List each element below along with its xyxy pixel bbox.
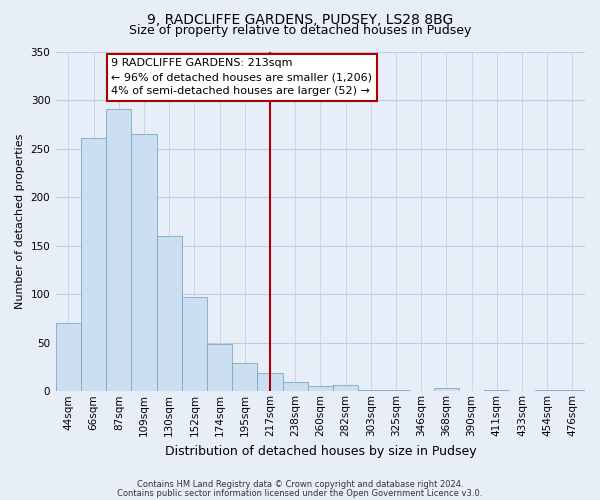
Bar xyxy=(333,386,358,392)
Bar xyxy=(484,390,509,392)
Bar xyxy=(56,324,81,392)
Bar xyxy=(560,390,585,392)
Bar xyxy=(131,134,157,392)
Bar xyxy=(106,109,131,392)
Text: Contains public sector information licensed under the Open Government Licence v3: Contains public sector information licen… xyxy=(118,488,482,498)
Bar xyxy=(358,390,383,392)
Text: Contains HM Land Registry data © Crown copyright and database right 2024.: Contains HM Land Registry data © Crown c… xyxy=(137,480,463,489)
Y-axis label: Number of detached properties: Number of detached properties xyxy=(15,134,25,309)
Bar xyxy=(257,373,283,392)
Text: 9 RADCLIFFE GARDENS: 213sqm
← 96% of detached houses are smaller (1,206)
4% of s: 9 RADCLIFFE GARDENS: 213sqm ← 96% of det… xyxy=(111,58,372,96)
Bar xyxy=(182,297,207,392)
Bar xyxy=(157,236,182,392)
Bar xyxy=(434,388,459,392)
Text: 9, RADCLIFFE GARDENS, PUDSEY, LS28 8BG: 9, RADCLIFFE GARDENS, PUDSEY, LS28 8BG xyxy=(147,12,453,26)
Bar xyxy=(283,382,308,392)
Bar xyxy=(383,390,409,392)
Bar xyxy=(535,390,560,392)
Bar xyxy=(207,344,232,392)
Bar xyxy=(308,386,333,392)
Text: Size of property relative to detached houses in Pudsey: Size of property relative to detached ho… xyxy=(129,24,471,37)
Bar xyxy=(81,138,106,392)
X-axis label: Distribution of detached houses by size in Pudsey: Distribution of detached houses by size … xyxy=(164,444,476,458)
Bar xyxy=(232,363,257,392)
